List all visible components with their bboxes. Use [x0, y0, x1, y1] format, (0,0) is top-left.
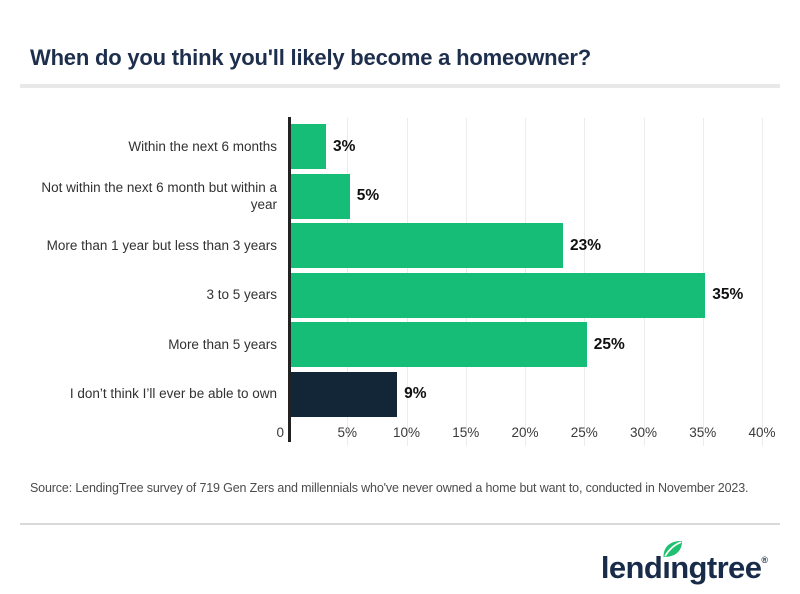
page-title: When do you think you'll likely become a… [30, 45, 592, 70]
x-axis-ticks: 0 5% 10% 15% 20% 25% 30% 35% 40% [30, 419, 775, 445]
x-tick-label: 10% [392, 425, 421, 440]
category-label: 3 to 5 years [206, 287, 277, 303]
y-axis-line [288, 117, 291, 442]
x-tick-label: 40% [748, 425, 776, 440]
category-label: Within the next 6 months [128, 138, 277, 154]
x-tick-label: 15% [452, 425, 480, 440]
logo-text-i: ı [662, 549, 671, 585]
bar [290, 272, 706, 318]
logo-text: ngtree [670, 549, 762, 585]
lendingtree-logo: lendıngtree® [600, 540, 768, 585]
bar-rows: Within the next 6 months 3% Not within the… [30, 114, 770, 419]
bar-value-label: 25% [593, 335, 625, 353]
leaf-icon [663, 540, 682, 557]
bar-value-label: 23% [570, 236, 602, 254]
category-label: More than 5 years [168, 336, 277, 352]
bar-track: 3% [290, 124, 771, 170]
title-divider [20, 84, 780, 88]
bar-row: More than 1 year but less than 3 years 23… [30, 221, 770, 271]
source-note: Source: LendingTree survey of 719 Gen Ze… [30, 481, 749, 495]
footer-logo-row: lendıngtree® [0, 540, 768, 585]
bar-row: More than 5 years 25% [30, 320, 770, 370]
logo-text: lend [600, 549, 663, 585]
bar [290, 124, 327, 170]
x-tick-label: 5% [337, 425, 358, 440]
bar-value-label: 35% [712, 286, 744, 304]
bar-value-label: 5% [356, 187, 380, 205]
gridline [762, 118, 763, 446]
bar [290, 223, 564, 269]
x-tick-label: 20% [511, 425, 539, 440]
bar-chart: Within the next 6 months 3% Not within the… [30, 114, 776, 446]
bar-row: Within the next 6 months 3% [30, 122, 770, 172]
category-label: I don’t think I’ll ever be able to own [69, 386, 277, 402]
bar-row: 3 to 5 years 35% [30, 271, 770, 321]
bar-track: 23% [290, 223, 771, 269]
bar-row: Not within the next 6 month but within a… [30, 172, 770, 222]
bar-track: 5% [290, 173, 771, 219]
category-label: Not within the next 6 month but within a… [41, 179, 277, 213]
bar-row: I don’t think I’ll ever be able to own 9% [30, 370, 770, 420]
bar-value-label: 3% [333, 137, 356, 155]
bar [290, 322, 587, 368]
bar-track: 25% [290, 322, 771, 368]
x-tick-label: 25% [570, 425, 598, 440]
bar [290, 371, 398, 417]
x-tick-label: 30% [629, 425, 658, 440]
bar-track: 9% [290, 371, 771, 417]
footer-divider [20, 523, 780, 525]
registered-mark: ® [761, 554, 768, 565]
bar [290, 173, 350, 219]
category-label: More than 1 year but less than 3 years [46, 237, 277, 253]
bar-track: 35% [290, 272, 771, 318]
x-tick-label: 35% [689, 425, 717, 440]
bar-value-label: 9% [404, 385, 427, 403]
x-tick-label: 0 [276, 425, 284, 440]
